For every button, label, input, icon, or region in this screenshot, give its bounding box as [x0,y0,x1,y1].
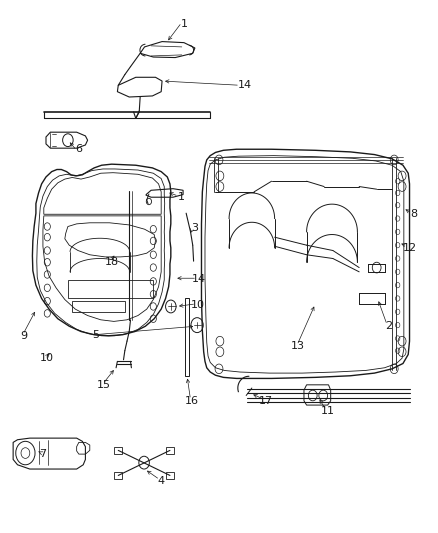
Text: 15: 15 [97,380,111,390]
Text: 18: 18 [105,257,119,267]
Text: 3: 3 [191,223,198,233]
Text: 17: 17 [259,396,273,406]
Text: 11: 11 [321,407,335,416]
Text: 10: 10 [40,353,54,363]
Text: 2: 2 [385,321,392,331]
Text: 1: 1 [178,192,185,202]
Text: 1: 1 [180,19,187,29]
Text: 5: 5 [92,330,99,340]
Text: 13: 13 [291,342,305,351]
Text: 12: 12 [403,243,417,253]
Text: 10: 10 [191,300,205,310]
Text: 14: 14 [238,80,252,90]
Text: 14: 14 [192,274,206,284]
Text: 4: 4 [158,476,165,486]
Text: 9: 9 [21,331,28,341]
Text: 16: 16 [185,396,199,406]
Text: 6: 6 [75,144,82,154]
Text: 8: 8 [410,209,417,219]
Text: 7: 7 [39,449,46,459]
